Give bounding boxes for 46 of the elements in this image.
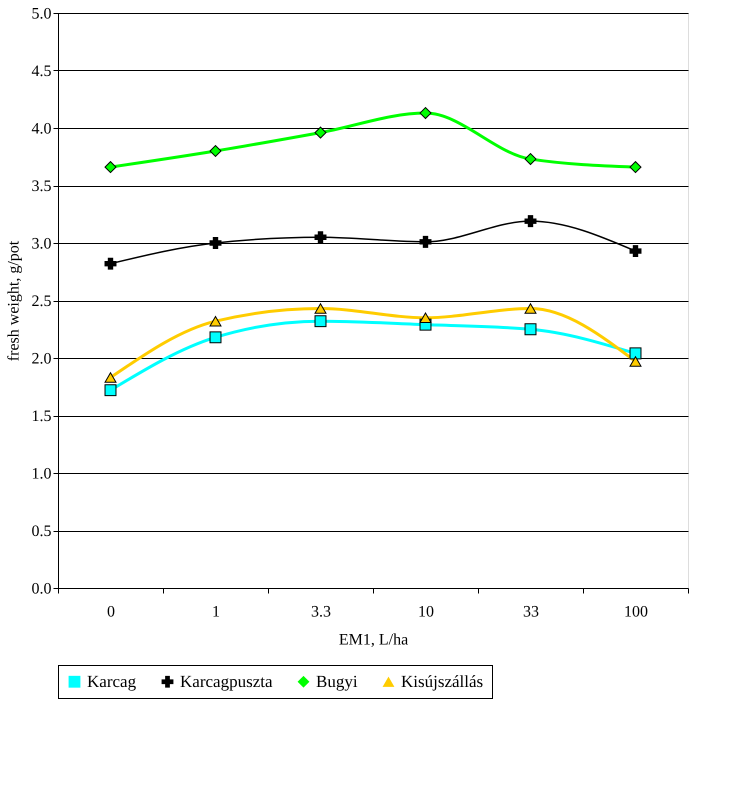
point — [420, 107, 432, 120]
y-tick-label: 2.5 — [32, 293, 52, 310]
legend-label: Kisújszállás — [401, 672, 484, 691]
y-tick-label: 1.0 — [32, 466, 52, 482]
point — [314, 303, 326, 314]
point — [524, 323, 536, 336]
point — [420, 236, 432, 248]
point — [524, 215, 536, 228]
x-tick-label: 10 — [418, 604, 434, 620]
point — [104, 161, 116, 174]
point — [630, 161, 642, 174]
legend-label: Bugyi — [316, 672, 358, 691]
y-tick-label: 2.0 — [32, 350, 52, 368]
point — [210, 145, 222, 157]
point — [630, 347, 642, 360]
legend-label: Karcagpuszta — [180, 672, 273, 691]
x-tick-label: 3.3 — [311, 604, 331, 620]
x-tick-label: 0 — [107, 604, 115, 620]
point — [314, 231, 326, 244]
point — [420, 312, 432, 323]
point — [314, 315, 326, 328]
point — [630, 356, 642, 367]
x-axis-title: EM1, L/ha — [338, 632, 408, 648]
y-tick-label: 4.0 — [32, 120, 52, 138]
y-tick-label: 0.0 — [32, 580, 52, 598]
x-tick-label: 33 — [523, 604, 539, 620]
x-tick-label: 100 — [624, 604, 648, 620]
point — [630, 245, 642, 258]
point — [210, 316, 222, 326]
y-tick-label: 5.0 — [32, 6, 52, 22]
point — [104, 384, 116, 396]
point — [210, 237, 222, 249]
point — [104, 258, 116, 270]
point — [210, 331, 222, 344]
y-tick-label: 3.0 — [32, 236, 52, 252]
point — [524, 303, 536, 314]
y-tick-label: 1.5 — [32, 408, 52, 425]
y-tick-label: 4.5 — [32, 63, 52, 80]
y-tick-label: 0.5 — [32, 523, 52, 540]
point — [104, 372, 116, 383]
legend-label: Karcag — [87, 672, 137, 691]
y-axis-title: fresh weight, g/pot — [6, 240, 22, 362]
x-tick-label: 1 — [212, 604, 220, 620]
point — [524, 153, 536, 166]
y-tick-label: 3.5 — [32, 178, 52, 195]
point — [314, 126, 326, 139]
